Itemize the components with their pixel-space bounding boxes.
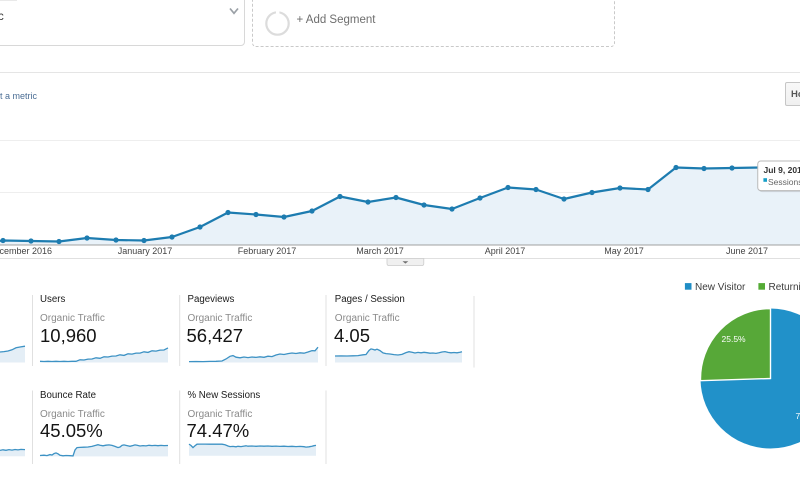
svg-text:25.5%: 25.5% <box>722 334 747 344</box>
svg-text:74.5%: 74.5% <box>796 411 800 421</box>
